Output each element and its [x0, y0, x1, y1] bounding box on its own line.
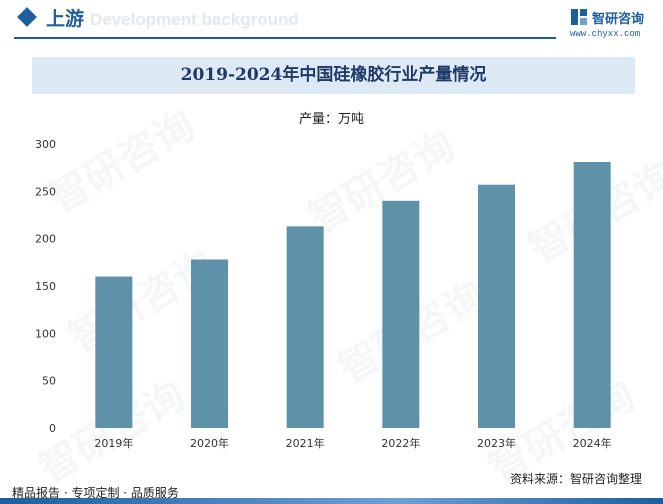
y-tick-label: 150 — [35, 280, 56, 293]
chart-title: 2019-2024年中国硅橡胶行业产量情况 — [180, 65, 487, 85]
bar — [478, 184, 515, 428]
header-divider — [14, 37, 556, 39]
y-tick-label: 50 — [42, 375, 56, 388]
bar — [95, 276, 133, 428]
bar — [382, 200, 420, 428]
bar — [286, 226, 324, 428]
x-tick-label: 2022年 — [381, 436, 420, 450]
x-tick-label: 2020年 — [190, 436, 229, 450]
y-tick-label: 100 — [35, 327, 56, 340]
brand: 智研咨询 www.chyxx.com — [566, 4, 660, 44]
source-note: 资料来源：智研咨询整理 — [510, 472, 643, 486]
header: Development background 上游 — [0, 0, 663, 40]
x-tick-label: 2024年 — [573, 436, 612, 450]
brand-url: www.chyxx.com — [570, 29, 641, 39]
y-tick-label: 200 — [35, 233, 56, 246]
y-tick-label: 300 — [35, 138, 56, 151]
footer-tagline: 精品报告 · 专项定制 · 品质服务 — [12, 486, 179, 500]
y-tick-label: 250 — [35, 185, 56, 198]
section-title: 上游 — [46, 8, 85, 30]
bar — [573, 161, 611, 428]
bar-series — [95, 161, 611, 428]
y-axis: 0 50 100 150 200 250 300 — [35, 138, 56, 435]
title-band: 2019-2024年中国硅橡胶行业产量情况 — [32, 57, 635, 94]
x-tick-label: 2019年 — [94, 436, 133, 450]
x-tick-label: 2023年 — [477, 436, 516, 450]
footer-bar — [0, 498, 663, 504]
section-subtitle: Development background — [90, 10, 299, 29]
x-tick-label: 2021年 — [286, 436, 325, 450]
legend-label: 产量：万吨 — [298, 112, 364, 127]
y-tick-label: 0 — [49, 422, 56, 435]
x-axis: 2019年 2020年 2021年 2022年 2023年 2024年 — [94, 436, 611, 450]
bar — [191, 259, 228, 428]
brand-name: 智研咨询 — [592, 12, 645, 27]
brand-logo-icon — [571, 9, 587, 25]
